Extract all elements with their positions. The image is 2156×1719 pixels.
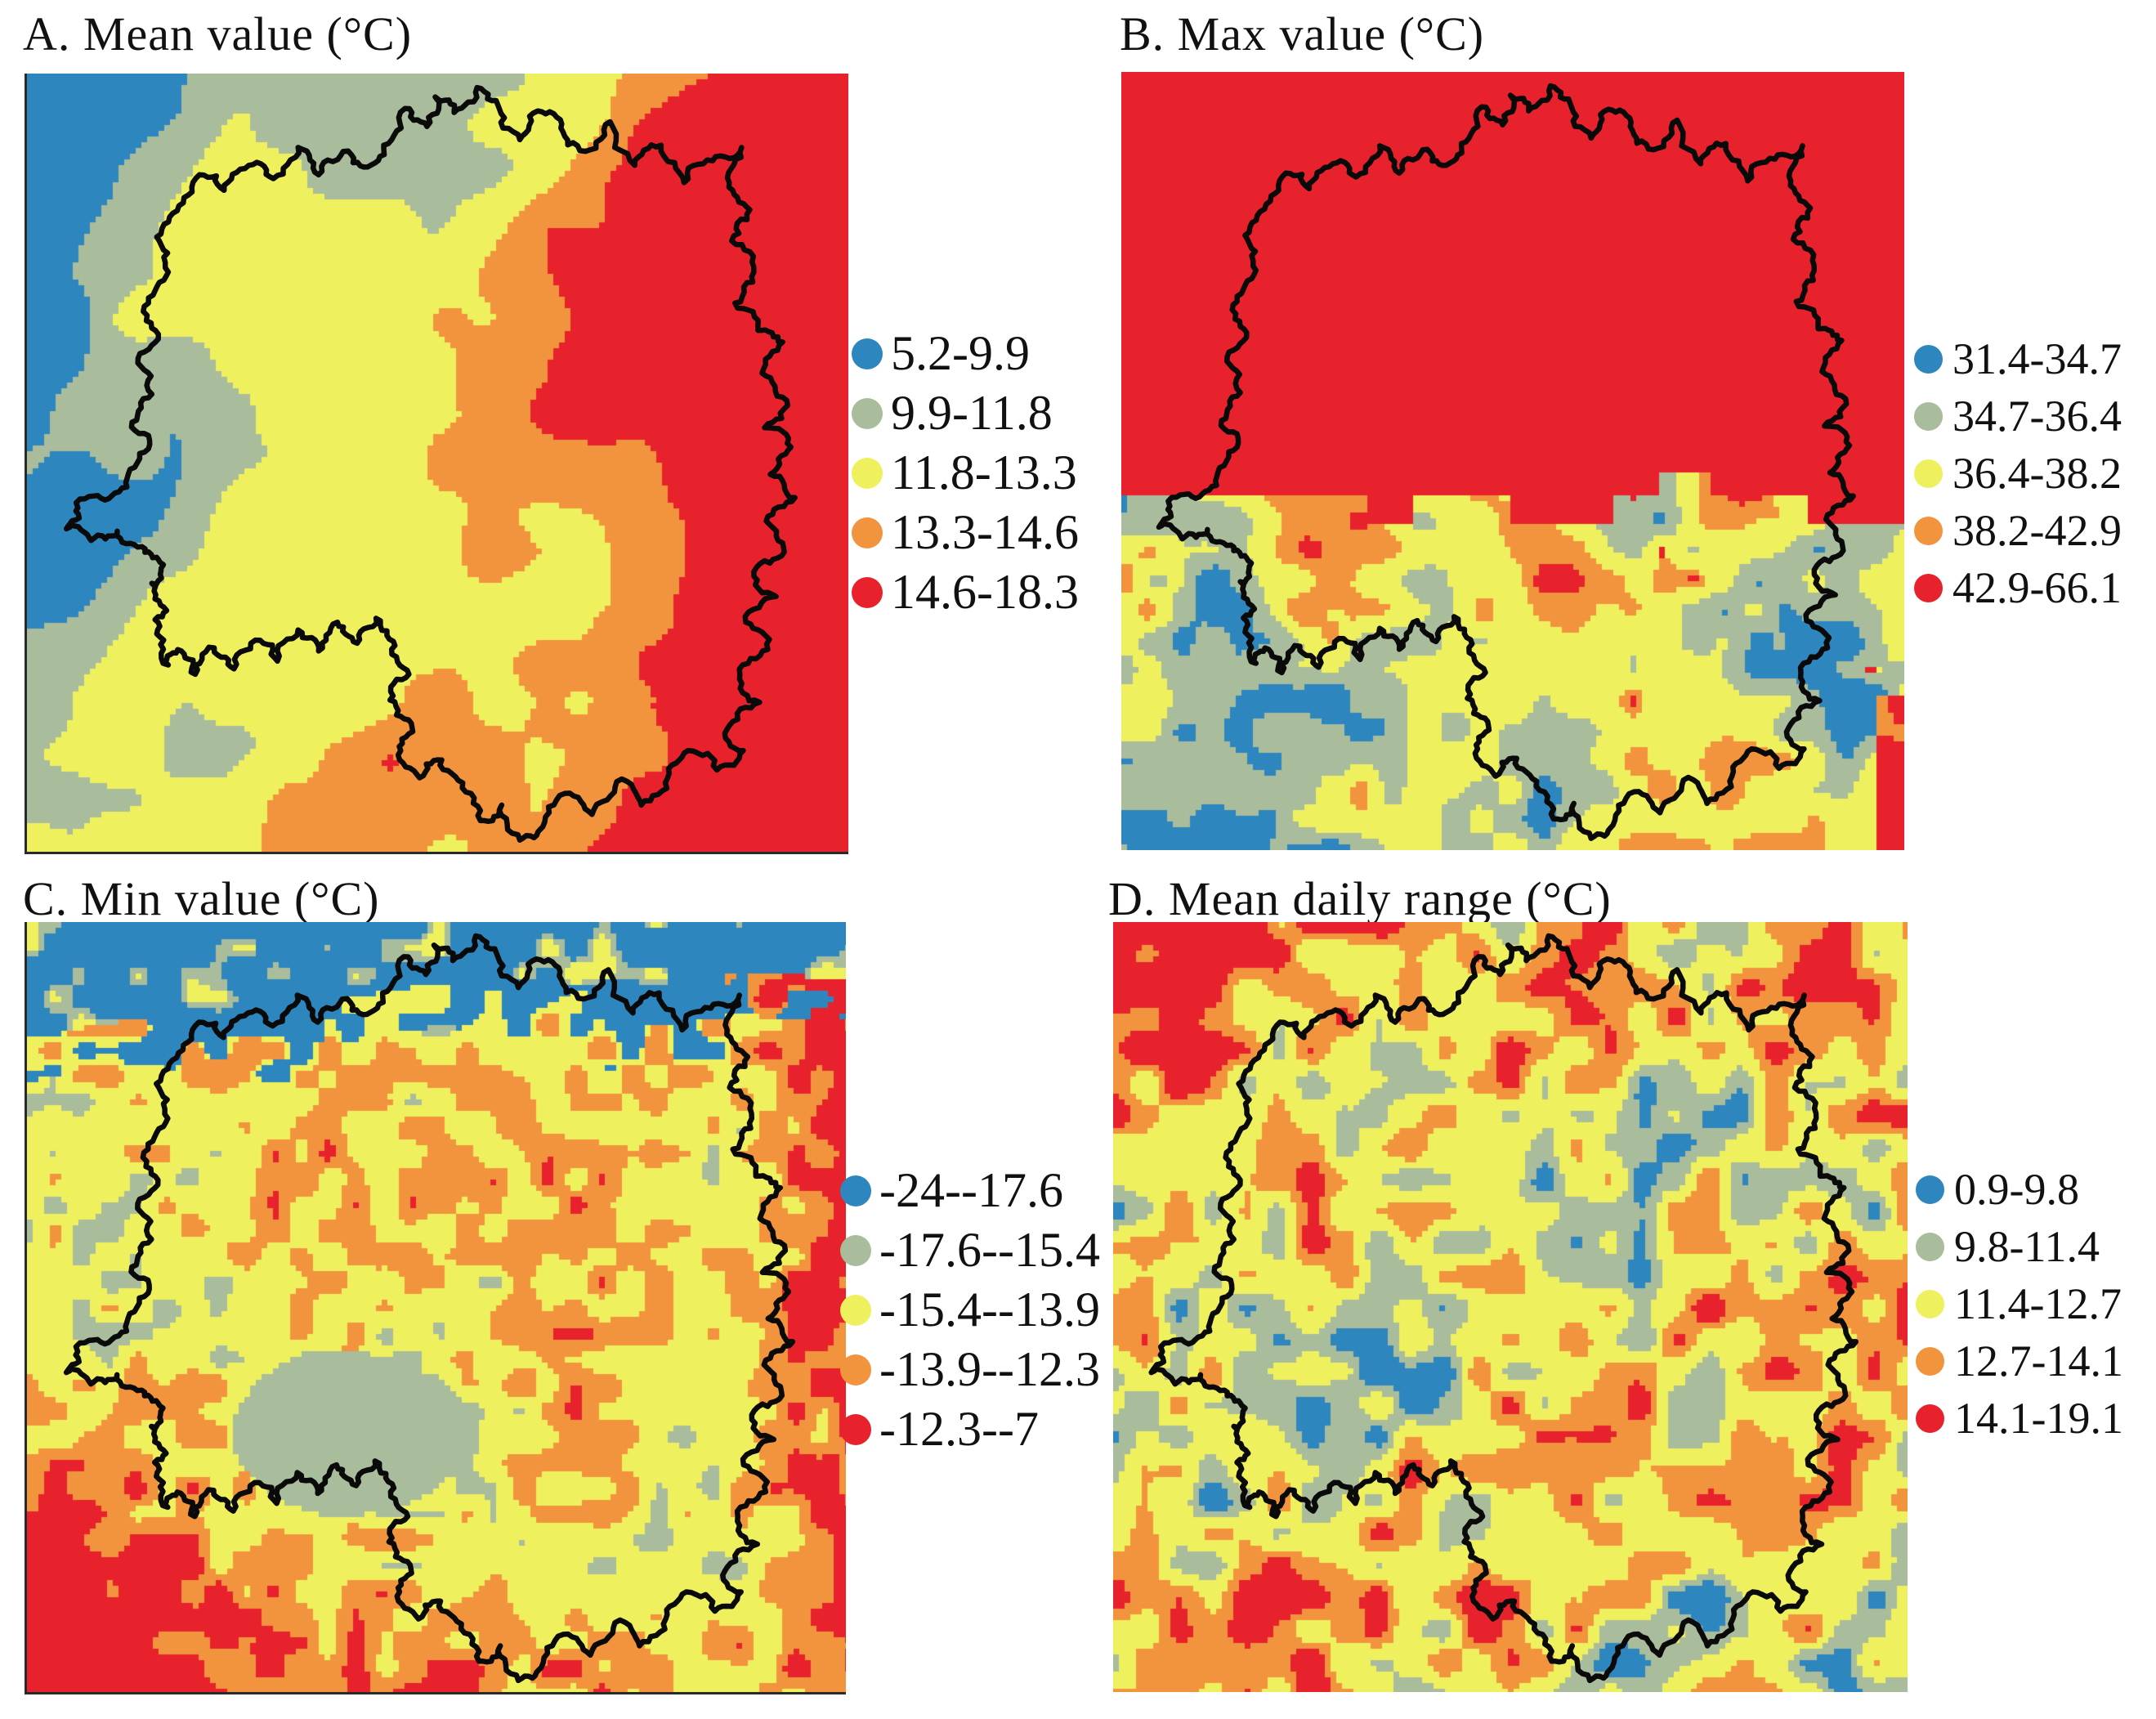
- legend-color-dot: [852, 397, 883, 429]
- legend-label: -13.9--12.3: [879, 1342, 1100, 1396]
- panel-c-map: [25, 922, 846, 1694]
- legend-label: 34.7-36.4: [1952, 392, 2122, 441]
- legend-label: -15.4--13.9: [879, 1283, 1100, 1336]
- panel-b-title: B. Max value (°C): [1120, 7, 1485, 60]
- legend-label: -12.3--7: [879, 1402, 1039, 1456]
- panel-b-map: [1121, 72, 1904, 850]
- legend-color-dot: [1914, 344, 1943, 374]
- legend-label: 12.7-14.1: [1954, 1336, 2123, 1385]
- panel-a-map: [25, 74, 848, 854]
- legend-label: 31.4-34.7: [1952, 334, 2122, 383]
- panel-a-raster: [27, 74, 848, 852]
- legend-color-dot: [1914, 459, 1943, 488]
- panel-d-province-boundary: [1148, 933, 1859, 1684]
- legend-color-dot: [840, 1175, 871, 1206]
- panel-c-province-boundary: [63, 933, 796, 1684]
- panel-d-raster: [1113, 922, 1908, 1692]
- legend-color-dot: [1914, 516, 1943, 545]
- panel-d-legend: 0.9-9.8 9.8-11.4 11.4-12.7 12.7-14.1 14.…: [1916, 1161, 2123, 1447]
- legend-item: 0.9-9.8: [1916, 1161, 2123, 1218]
- legend-color-dot: [840, 1354, 871, 1385]
- panel-d-title: D. Mean daily range (°C): [1108, 872, 1612, 925]
- legend-color-dot: [1916, 1289, 1944, 1318]
- legend-color-dot: [1916, 1175, 1944, 1204]
- legend-item: 31.4-34.7: [1914, 330, 2122, 387]
- legend-item: 38.2-42.9: [1914, 502, 2122, 559]
- legend-label: 36.4-38.2: [1952, 449, 2122, 498]
- legend-item: -17.6--15.4: [840, 1220, 1100, 1280]
- panel-a-legend: 5.2-9.9 9.9-11.8 11.8-13.3 13.3-14.6 14.…: [852, 324, 1079, 622]
- panel-a-province-boundary: [63, 84, 798, 843]
- legend-color-dot: [840, 1413, 871, 1445]
- legend-item: 42.9-66.1: [1914, 559, 2122, 616]
- legend-color-dot: [1916, 1232, 1944, 1261]
- legend-item: 13.3-14.6: [852, 503, 1079, 562]
- legend-item: -24--17.6: [840, 1161, 1100, 1220]
- legend-color-dot: [1916, 1403, 1944, 1433]
- panel-a-title: A. Mean value (°C): [23, 7, 413, 60]
- legend-label: 38.2-42.9: [1952, 506, 2122, 555]
- panel-b-province-boundary: [1156, 83, 1856, 841]
- legend-color-dot: [852, 576, 883, 608]
- legend-item: 12.7-14.1: [1916, 1332, 2123, 1390]
- panel-c-title: C. Min value (°C): [23, 872, 380, 925]
- legend-color-dot: [840, 1294, 871, 1326]
- legend-color-dot: [840, 1234, 871, 1266]
- legend-item: 14.1-19.1: [1916, 1390, 2123, 1447]
- panel-c-raster: [27, 922, 846, 1692]
- legend-item: 9.8-11.4: [1916, 1218, 2123, 1275]
- panel-b-legend: 31.4-34.7 34.7-36.4 36.4-38.2 38.2-42.9 …: [1914, 330, 2122, 616]
- legend-color-dot: [852, 338, 883, 369]
- legend-item: 34.7-36.4: [1914, 387, 2122, 445]
- legend-label: 5.2-9.9: [891, 326, 1030, 380]
- panel-d-map: [1113, 922, 1908, 1692]
- panel-b-raster: [1121, 72, 1904, 850]
- legend-item: 9.9-11.8: [852, 383, 1079, 443]
- legend-color-dot: [1916, 1346, 1944, 1376]
- legend-item: -15.4--13.9: [840, 1280, 1100, 1340]
- legend-label: 9.9-11.8: [891, 386, 1053, 440]
- legend-label: 9.8-11.4: [1954, 1222, 2100, 1271]
- legend-label: 42.9-66.1: [1952, 563, 2122, 612]
- legend-label: 11.8-13.3: [891, 445, 1077, 499]
- legend-label: 14.1-19.1: [1954, 1394, 2123, 1443]
- legend-label: 13.3-14.6: [891, 505, 1079, 559]
- legend-item: -12.3--7: [840, 1399, 1100, 1459]
- legend-label: -24--17.6: [879, 1163, 1063, 1217]
- legend-color-dot: [852, 457, 883, 489]
- legend-label: -17.6--15.4: [879, 1223, 1100, 1277]
- legend-color-dot: [1914, 401, 1943, 431]
- legend-item: -13.9--12.3: [840, 1340, 1100, 1399]
- legend-item: 5.2-9.9: [852, 324, 1079, 383]
- legend-label: 14.6-18.3: [891, 565, 1079, 619]
- legend-label: 11.4-12.7: [1954, 1279, 2122, 1328]
- legend-color-dot: [852, 517, 883, 548]
- legend-item: 11.8-13.3: [852, 443, 1079, 503]
- legend-item: 14.6-18.3: [852, 562, 1079, 622]
- legend-color-dot: [1914, 573, 1943, 602]
- legend-item: 36.4-38.2: [1914, 445, 2122, 502]
- legend-label: 0.9-9.8: [1954, 1165, 2079, 1214]
- panel-c-legend: -24--17.6 -17.6--15.4 -15.4--13.9 -13.9-…: [840, 1161, 1100, 1459]
- legend-item: 11.4-12.7: [1916, 1275, 2123, 1332]
